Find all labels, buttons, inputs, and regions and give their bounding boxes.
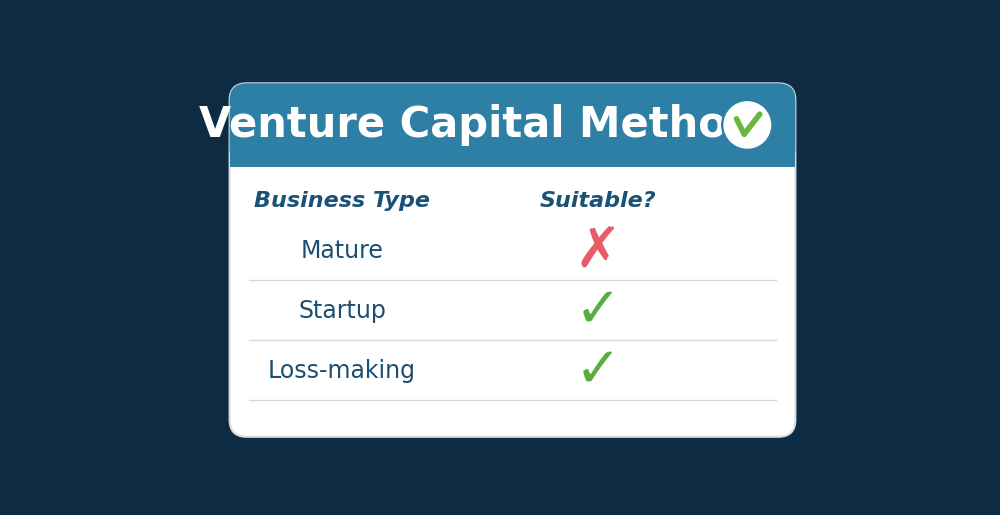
Text: ✗: ✗ [574,224,621,278]
Text: ✓: ✓ [574,284,621,338]
Text: Mature: Mature [301,239,383,263]
Text: Loss-making: Loss-making [268,359,416,383]
Circle shape [724,102,771,148]
Text: Startup: Startup [298,299,386,323]
FancyBboxPatch shape [230,83,795,166]
Text: Venture Capital Method: Venture Capital Method [199,104,756,146]
FancyBboxPatch shape [230,83,795,437]
Bar [230,129,795,166]
Circle shape [722,99,773,150]
Text: Suitable?: Suitable? [539,191,656,211]
Text: ✓: ✓ [574,345,621,398]
Text: Business Type: Business Type [254,191,430,211]
